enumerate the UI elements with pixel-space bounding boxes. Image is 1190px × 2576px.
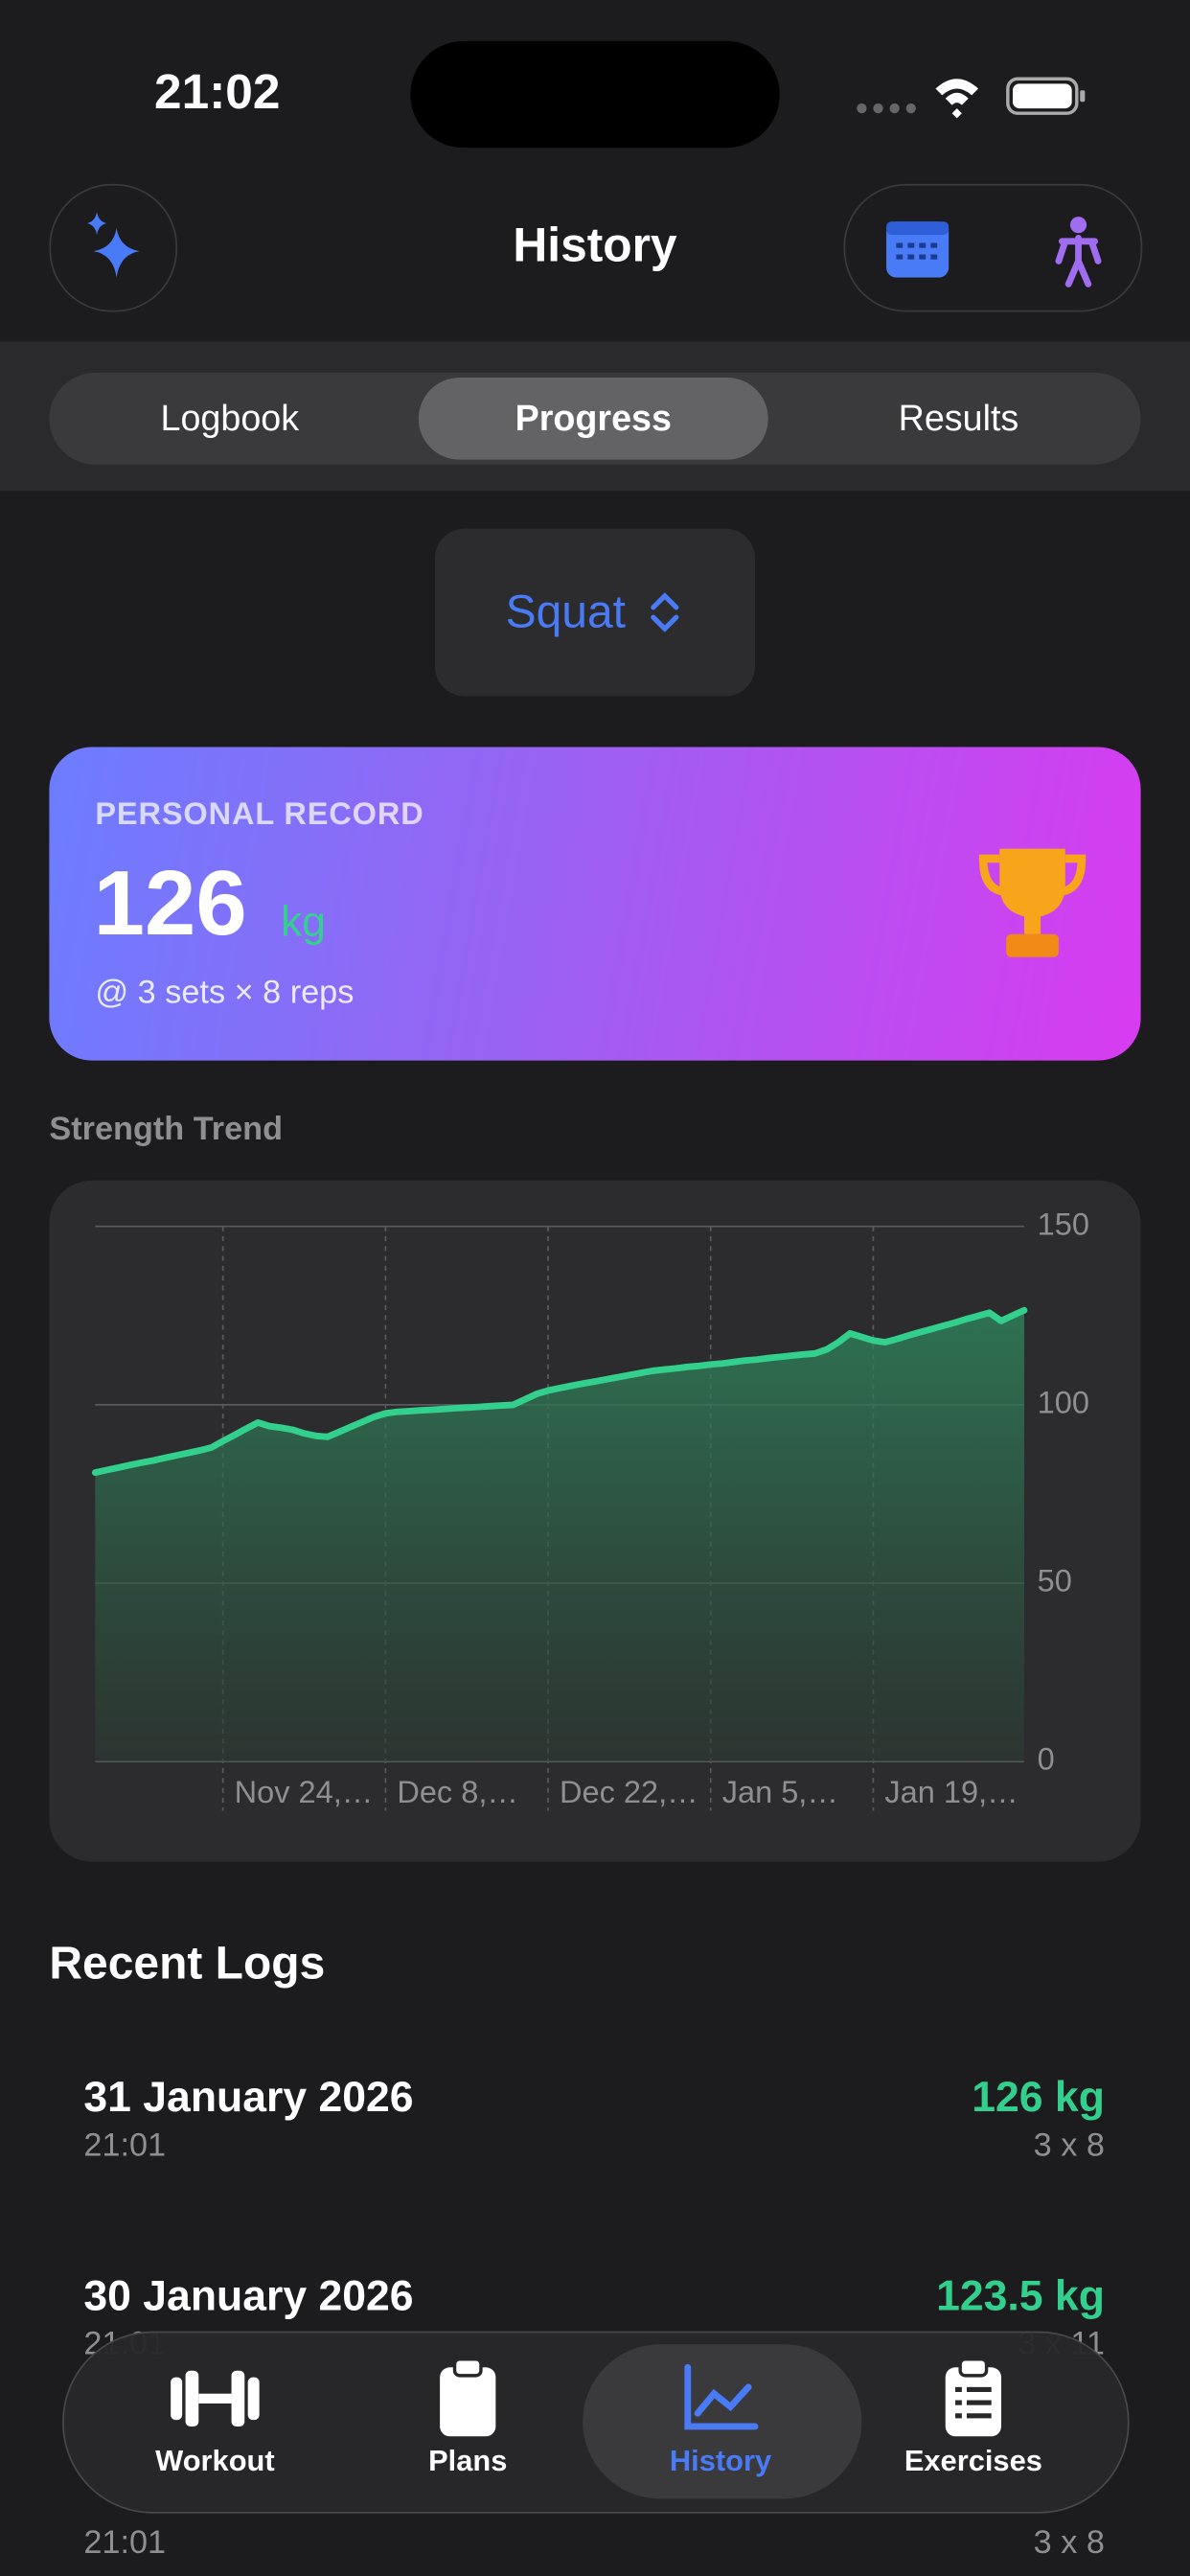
log-weight: 126 kg bbox=[972, 2071, 1105, 2122]
x-tick-label: Jan 19,… bbox=[884, 1775, 1018, 1809]
tab[interactable]: Progress bbox=[515, 397, 672, 439]
log-reps: 3 x 8 bbox=[1033, 2128, 1105, 2164]
tab-bar-label[interactable]: Plans bbox=[428, 2444, 508, 2478]
log-time: 21:01 bbox=[83, 2128, 167, 2164]
tab[interactable]: Logbook bbox=[160, 397, 300, 439]
chart: 0 50 100 150 Nov 24,… Dec 8,… Dec 22,… Jan 5,… J… bbox=[91, 1207, 1089, 1811]
segment-selected bbox=[418, 378, 768, 460]
pr-value: 126 bbox=[93, 850, 247, 954]
x-tick-label: Jan 5,… bbox=[722, 1775, 838, 1809]
y-tick-label: 50 bbox=[1038, 1564, 1072, 1598]
header-title: History bbox=[513, 219, 677, 273]
y-tick-label: 150 bbox=[1038, 1207, 1089, 1241]
tab-bar-label[interactable]: Workout bbox=[155, 2444, 275, 2478]
header-actions bbox=[843, 183, 1143, 312]
log-date: 30 January 2026 bbox=[83, 2270, 414, 2320]
log-weight: 123.5 kg bbox=[936, 2270, 1105, 2320]
pr-card: PERSONAL RECORD 126 kg @ 3 sets × 8 reps bbox=[49, 747, 1141, 1061]
tab-active bbox=[583, 2344, 862, 2499]
chevrons bbox=[651, 592, 679, 632]
tab-icons bbox=[171, 2358, 1001, 2437]
logs-title: Recent Logs bbox=[49, 1937, 326, 1989]
sparkle-icon bbox=[86, 211, 140, 278]
status-icons bbox=[857, 77, 1086, 119]
log-reps: 3 x 8 bbox=[1033, 2524, 1105, 2562]
header-icons[interactable] bbox=[845, 186, 1140, 310]
pr-heading: PERSONAL RECORD bbox=[95, 797, 424, 833]
picker-label: Squat bbox=[505, 586, 626, 637]
x-tick-label: Dec 8,… bbox=[397, 1775, 518, 1809]
line bbox=[91, 1306, 1028, 1477]
sparkle-button[interactable] bbox=[49, 183, 178, 312]
tab-bar-label[interactable]: Exercises bbox=[904, 2444, 1042, 2478]
x-tick-label: Nov 24,… bbox=[235, 1775, 374, 1809]
y-tick-label: 100 bbox=[1038, 1385, 1089, 1419]
x-tick-label: Dec 22,… bbox=[560, 1775, 698, 1809]
exercise-picker[interactable]: Squat bbox=[434, 528, 756, 697]
status-time: 21:02 bbox=[154, 65, 281, 121]
pr-unit: kg bbox=[280, 896, 326, 946]
trophy-icon bbox=[978, 848, 1087, 957]
log-time: 21:01 bbox=[83, 2524, 167, 2562]
area bbox=[95, 1310, 1024, 1762]
tab-bar-label[interactable]: History bbox=[669, 2444, 772, 2478]
pr-detail: @ 3 sets × 8 reps bbox=[95, 975, 355, 1012]
dynamic-island bbox=[410, 40, 780, 149]
tab[interactable]: Results bbox=[898, 397, 1019, 439]
section-heading: Strength Trend bbox=[49, 1111, 284, 1148]
log-date: 31 January 2026 bbox=[83, 2071, 414, 2122]
y-tick-label: 0 bbox=[1038, 1742, 1055, 1777]
